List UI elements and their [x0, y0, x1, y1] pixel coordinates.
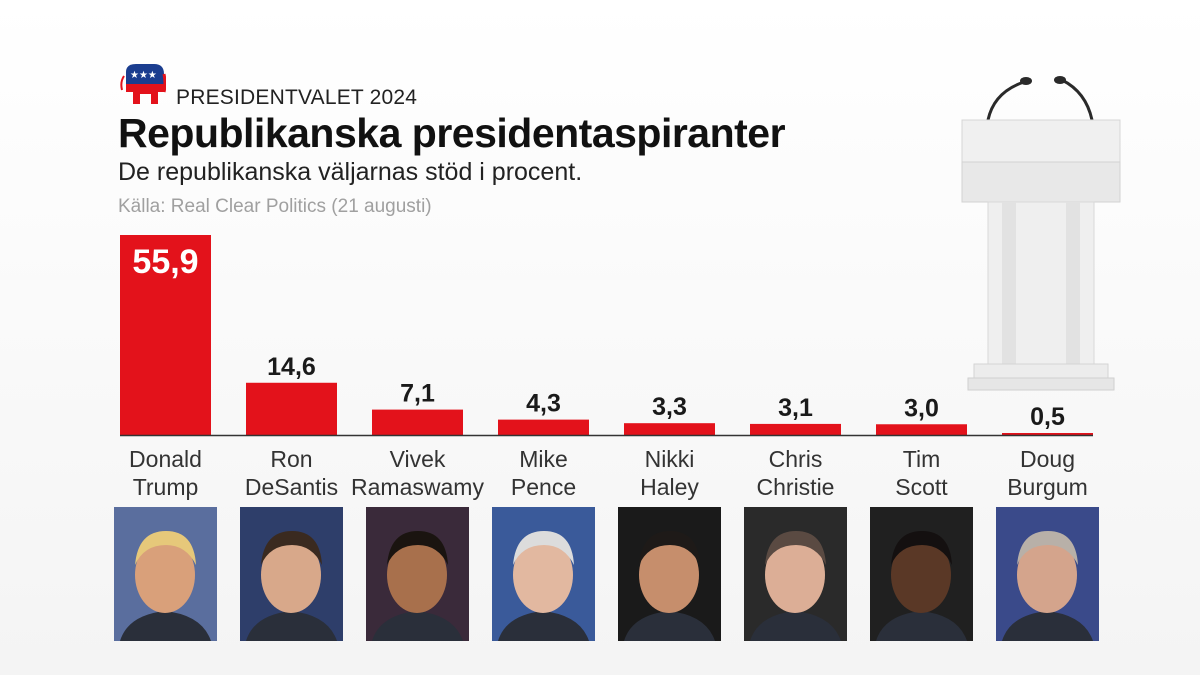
- bar-6: [876, 424, 967, 435]
- bar-4: [624, 423, 715, 435]
- podium-with-microphones-icon: [961, 76, 1121, 391]
- person-silhouette-icon: [114, 507, 217, 641]
- category-label-7-line-1: Burgum: [1007, 474, 1088, 500]
- candidate-portrait-1: [240, 507, 343, 641]
- person-silhouette-icon: [744, 507, 847, 641]
- value-label-1: 14,6: [267, 353, 316, 381]
- category-label-4-line-1: Haley: [640, 474, 699, 500]
- chart-title: Republikanska presidentaspiranter: [118, 110, 786, 156]
- category-label-6-line-1: Scott: [895, 474, 948, 500]
- person-silhouette-icon: [996, 507, 1099, 641]
- category-label-7-line-0: Doug: [1020, 446, 1075, 472]
- candidate-portrait-2: [366, 507, 469, 641]
- candidate-portrait-5: [744, 507, 847, 641]
- source-note: Källa: Real Clear Politics (21 augusti): [118, 196, 432, 217]
- category-label-3-line-1: Pence: [511, 474, 576, 500]
- person-silhouette-icon: [870, 507, 973, 641]
- kicker: PRESIDENTVALET 2024: [176, 86, 418, 109]
- person-silhouette-icon: [492, 507, 595, 641]
- person-silhouette-icon: [240, 507, 343, 641]
- value-label-7: 0,5: [1030, 403, 1065, 431]
- category-label-0-line-1: Trump: [133, 474, 199, 500]
- svg-text:★★★: ★★★: [130, 70, 157, 81]
- bar-5: [750, 423, 841, 435]
- republican-elephant-icon: ★★★: [120, 64, 166, 104]
- candidate-portrait-0: [114, 507, 217, 641]
- category-label-0-line-0: Donald: [129, 446, 202, 472]
- value-label-0: 55,9: [132, 243, 198, 281]
- category-label-1-line-1: DeSantis: [245, 474, 338, 500]
- category-label-3-line-0: Mike: [519, 446, 568, 472]
- value-label-4: 3,3: [652, 393, 687, 421]
- bar-3: [498, 419, 589, 435]
- candidate-portrait-7: [996, 507, 1099, 641]
- bar-0: [120, 235, 211, 435]
- category-label-4-line-0: Nikki: [645, 446, 695, 472]
- person-silhouette-icon: [366, 507, 469, 641]
- category-label-1-line-0: Ron: [270, 446, 312, 472]
- bar-7: [1002, 433, 1093, 435]
- category-label-5-line-1: Christie: [757, 474, 835, 500]
- value-label-2: 7,1: [400, 380, 435, 408]
- category-label-6-line-0: Tim: [903, 446, 940, 472]
- category-label-2-line-0: Vivek: [390, 446, 446, 472]
- value-label-3: 4,3: [526, 390, 561, 418]
- candidate-portrait-6: [870, 507, 973, 641]
- value-label-6: 3,0: [904, 394, 939, 422]
- chart-subtitle: De republikanska väljarnas stöd i procen…: [118, 158, 583, 186]
- bar-1: [246, 382, 337, 435]
- category-label-2-line-1: Ramaswamy: [351, 474, 484, 500]
- candidate-portrait-3: [492, 507, 595, 641]
- person-silhouette-icon: [618, 507, 721, 641]
- category-label-5-line-0: Chris: [769, 446, 823, 472]
- value-label-5: 3,1: [778, 394, 813, 422]
- bar-2: [372, 409, 463, 435]
- candidate-portrait-4: [618, 507, 721, 641]
